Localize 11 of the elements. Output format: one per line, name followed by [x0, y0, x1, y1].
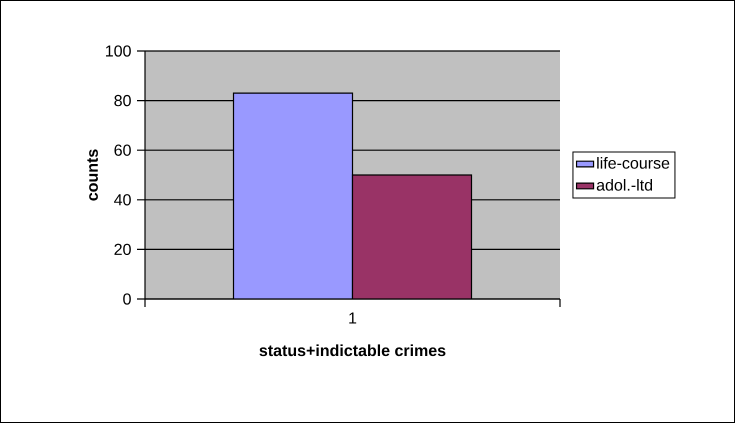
y-tick-label: 80 [114, 94, 131, 106]
y-tick-label: 100 [106, 45, 131, 57]
legend-label: adol.-ltd [596, 178, 652, 191]
x-tick-label: 1 [349, 312, 356, 324]
y-axis-title: counts [87, 149, 98, 201]
y-tick-label: 40 [114, 194, 131, 206]
y-tick-label: 60 [114, 144, 131, 156]
legend-label: life-course [597, 157, 670, 169]
y-tick-label: 20 [114, 244, 131, 256]
x-axis-title: status+indictable crimes [259, 344, 446, 356]
y-tick-label: 0 [123, 293, 131, 305]
